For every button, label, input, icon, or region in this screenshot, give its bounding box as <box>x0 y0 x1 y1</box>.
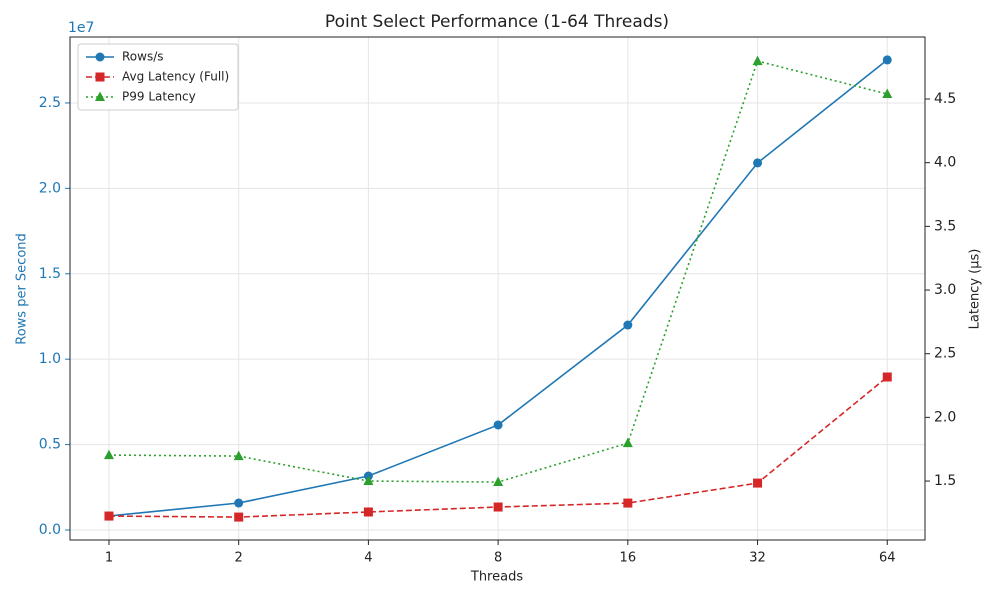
chart-title: Point Select Performance (1-64 Threads) <box>325 12 669 32</box>
y-tick-label: 0.0 <box>39 522 61 538</box>
y2-tick-label: 3.0 <box>934 282 956 298</box>
legend-label: Avg Latency (Full) <box>122 70 229 84</box>
marker <box>234 498 244 508</box>
y-axis-label: Rows per Second <box>15 233 30 345</box>
marker <box>493 420 503 430</box>
marker <box>363 507 373 517</box>
y-tick-label: 1.0 <box>39 351 61 367</box>
x-axis-label: Threads <box>470 570 523 585</box>
x-tick-label: 16 <box>620 551 637 566</box>
marker <box>493 476 504 487</box>
marker <box>233 450 244 461</box>
marker <box>623 320 633 330</box>
marker <box>882 55 892 65</box>
legend-label: Rows/s <box>122 50 164 64</box>
marker <box>103 449 114 460</box>
marker <box>104 511 114 521</box>
y2-tick-label: 2.5 <box>934 346 956 362</box>
y2-tick-label: 4.5 <box>934 91 956 107</box>
marker <box>363 475 374 486</box>
legend-label: P99 Latency <box>122 90 196 104</box>
y-tick-label: 2.5 <box>39 95 61 111</box>
x-tick-label: 8 <box>494 551 502 566</box>
marker <box>753 158 763 168</box>
marker <box>493 502 503 512</box>
y2-tick-label: 1.5 <box>934 473 956 489</box>
marker <box>622 437 633 448</box>
x-tick-label: 1 <box>105 551 113 566</box>
y2-tick-label: 4.0 <box>934 155 956 171</box>
marker <box>882 88 893 99</box>
y-offset-label: 1e7 <box>68 20 94 36</box>
x-tick-label: 32 <box>749 551 766 566</box>
y2-axis-label: Latency (μs) <box>968 249 983 330</box>
x-tick-label: 2 <box>235 551 243 566</box>
y2-tick-label: 2.0 <box>934 409 956 425</box>
plot-frame <box>69 36 926 541</box>
y-tick-label: 0.5 <box>39 437 61 453</box>
y-tick-label: 2.0 <box>39 180 61 196</box>
legend-box <box>77 43 239 111</box>
y-tick-label: 1.5 <box>39 266 61 282</box>
marker <box>623 498 633 508</box>
marker <box>95 52 105 62</box>
x-tick-label: 4 <box>364 551 372 566</box>
x-tick-label: 64 <box>879 551 896 566</box>
y2-tick-label: 3.5 <box>934 218 956 234</box>
marker <box>95 72 105 82</box>
marker <box>95 91 105 101</box>
marker <box>882 372 892 382</box>
marker <box>234 512 244 522</box>
marker <box>752 55 763 66</box>
marker <box>753 478 763 488</box>
